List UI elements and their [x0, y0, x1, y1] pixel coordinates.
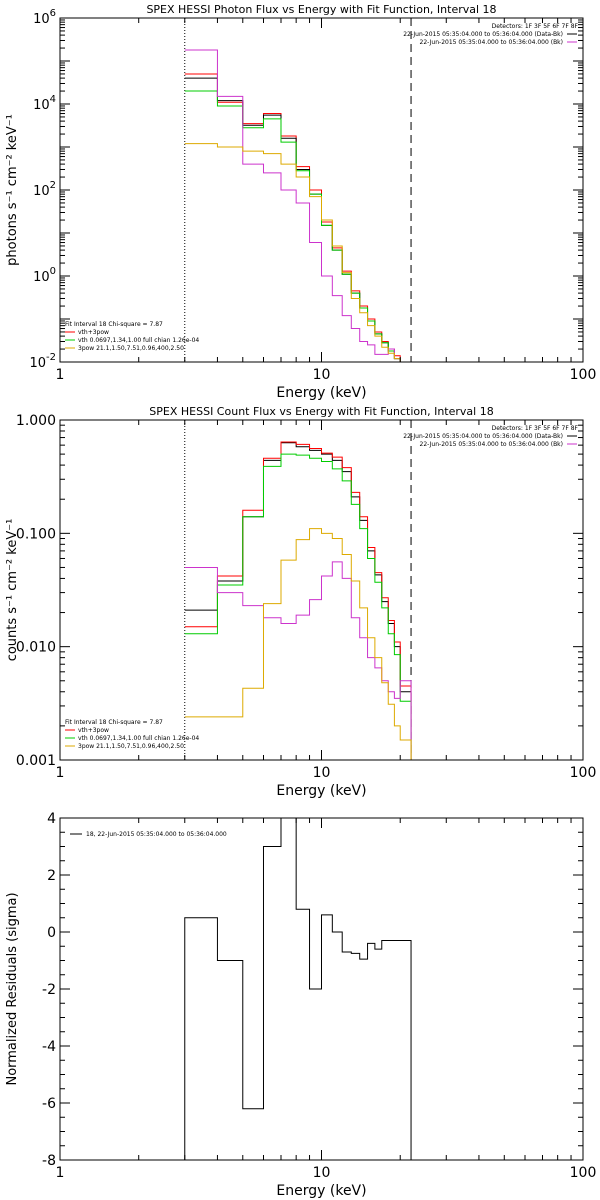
- y-tick-label: 4: [47, 811, 56, 827]
- y-tick-exponent: -2: [46, 352, 56, 363]
- chart-panel-2: SPEX HESSI Count Flux vs Energy with Fit…: [5, 405, 596, 799]
- data-series-2: [184, 77, 412, 362]
- x-tick-label: 1: [56, 765, 65, 781]
- fit-info-label: Fit Interval 18 Chi-square = 7.87: [65, 719, 163, 726]
- y-tick-label: 106: [33, 8, 56, 27]
- y-tick-label: 0.001: [16, 753, 56, 769]
- residual-legend-entry: 18, 22-Jun-2015 05:35:04.000 to 05:36:04…: [86, 831, 227, 838]
- y-tick-base: 10: [33, 184, 50, 199]
- y-tick-label: -8: [42, 1153, 56, 1169]
- y-tick-label: 0.100: [16, 526, 56, 542]
- legend-entry: 3pow 21.1,1.50,7.51,0.96,400,2.50: [78, 743, 184, 750]
- plot-area: [184, 18, 412, 362]
- y-tick-label: 102: [33, 180, 56, 199]
- plot-area: [184, 818, 412, 1160]
- y-tick-base: 10: [33, 270, 50, 285]
- plot-area: [184, 420, 412, 760]
- y-tick-exponent: 2: [50, 180, 56, 191]
- y-tick-exponent: 4: [50, 94, 56, 105]
- x-tick-label: 100: [570, 765, 597, 781]
- x-tick-label: 10: [313, 1165, 331, 1181]
- data-series-2: [184, 441, 412, 760]
- x-tick-label: 1: [56, 367, 65, 383]
- y-tick-label: 0.010: [16, 640, 56, 656]
- legend-entry-right: 22-Jun-2015 05:35:04.000 to 05:36:04.000…: [420, 441, 563, 448]
- y-tick-label: 104: [33, 94, 56, 113]
- chart-panel-1: SPEX HESSI Photon Flux vs Energy with Fi…: [5, 3, 596, 401]
- x-tick-label: 1: [56, 1165, 65, 1181]
- data-series-5: [184, 528, 412, 760]
- legend-entry-right: 22-Jun-2015 05:35:04.000 to 05:36:04.000…: [403, 31, 563, 38]
- data-series-3: [184, 90, 412, 362]
- chart-title: SPEX HESSI Count Flux vs Energy with Fit…: [149, 405, 493, 418]
- data-series-4: [184, 49, 412, 362]
- y-axis-label: Normalized Residuals (sigma): [5, 892, 20, 1085]
- data-series-4: [184, 561, 412, 760]
- y-tick-base: 10: [33, 98, 50, 113]
- x-tick-label: 100: [570, 367, 597, 383]
- data-series-1: [184, 818, 412, 1160]
- chart-panel-3: 1 10 100 Energy (keV) -8 -6 -4 -2 0 2 4 Normalized …: [5, 811, 596, 1199]
- legend-entry-right: Detectors: 1F 3F 5F 6F 7F 8F: [492, 23, 579, 30]
- y-tick-base: 10: [33, 12, 50, 27]
- y-axis-label: photons s⁻¹ cm⁻² keV⁻¹: [5, 114, 20, 266]
- legend-entry: vth 0.0697,1.34,1.00 full chian 1.26e-04: [78, 735, 199, 742]
- x-tick-label: 100: [570, 1165, 597, 1181]
- y-tick-label: 2: [47, 868, 56, 884]
- y-tick-exponent: 6: [50, 8, 56, 19]
- legend-entry-right: 22-Jun-2015 05:35:04.000 to 05:36:04.000…: [403, 433, 563, 440]
- y-axis-label: counts s⁻¹ cm⁻² keV⁻¹: [5, 519, 20, 662]
- y-tick-label: 1.000: [16, 413, 56, 429]
- legend-entry: vth 0.0697,1.34,1.00 full chian 1.26e-04: [78, 337, 199, 344]
- legend-entry-right: Detectors: 1F 3F 5F 6F 7F 8F: [492, 425, 579, 432]
- legend-entry: vth+3pow: [78, 727, 109, 734]
- fit-info-label: Fit Interval 18 Chi-square = 7.87: [65, 321, 163, 328]
- chart-title: SPEX HESSI Photon Flux vs Energy with Fi…: [146, 3, 496, 16]
- x-tick-label: 10: [313, 367, 331, 383]
- x-axis-label: Energy (keV): [276, 1183, 366, 1199]
- y-tick-label: -2: [42, 982, 56, 998]
- x-axis-label: Energy (keV): [276, 385, 366, 401]
- data-series-3: [184, 453, 412, 760]
- y-tick-label: 10-2: [29, 352, 56, 371]
- data-series-5: [184, 143, 412, 362]
- y-tick-label: -6: [42, 1096, 56, 1112]
- x-tick-label: 10: [313, 765, 331, 781]
- y-tick-label: 100: [33, 266, 56, 285]
- data-series-1: [184, 73, 412, 362]
- legend-entry: 3pow 21.1,1.50,7.51,0.96,400,2.50: [78, 345, 184, 352]
- legend-entry: vth+3pow: [78, 329, 109, 336]
- y-tick-base: 10: [29, 356, 46, 371]
- y-tick-label: -4: [42, 1039, 56, 1055]
- y-tick-exponent: 0: [50, 266, 56, 277]
- y-tick-label: 0: [47, 925, 56, 941]
- legend-entry-right: 22-Jun-2015 05:35:04.000 to 05:36:04.000…: [420, 39, 563, 46]
- data-series-1: [184, 442, 412, 760]
- x-axis-label: Energy (keV): [276, 783, 366, 799]
